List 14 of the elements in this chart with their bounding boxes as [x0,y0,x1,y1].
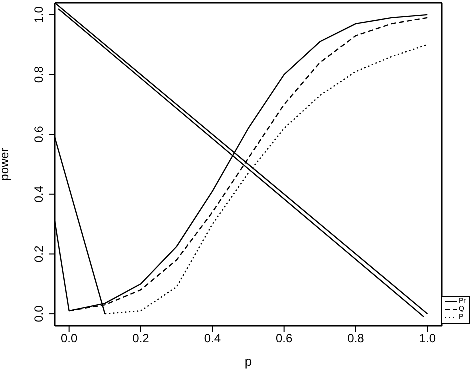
y-tick-label: 0.8 [32,66,46,84]
y-tick-label: 1.0 [32,6,46,24]
x-tick-label: 0.2 [132,332,150,346]
x-axis-title: p [244,354,252,369]
y-tick-label: 0.6 [32,126,46,143]
y-tick-label: 0.2 [32,246,46,263]
x-tick-label: 1.0 [419,332,436,346]
x-tick-label: 0.0 [60,332,78,346]
y-axis-title: power [0,148,12,181]
y-tick-label: 0.0 [32,305,46,322]
x-tick-label: 0.8 [348,332,365,346]
y-tick-label: 0.4 [32,186,46,203]
x-tick-label: 0.6 [276,332,293,346]
x-tick-label: 0.4 [204,332,222,346]
